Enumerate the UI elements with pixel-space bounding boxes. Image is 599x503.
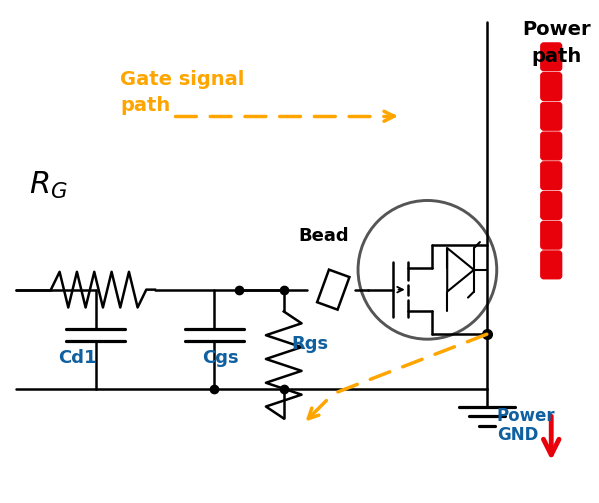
Text: $R_G$: $R_G$ — [29, 170, 68, 201]
Text: Bead: Bead — [298, 227, 349, 245]
FancyBboxPatch shape — [541, 72, 562, 101]
Text: Gate signal: Gate signal — [120, 70, 244, 89]
Text: Cgs: Cgs — [202, 349, 239, 367]
FancyBboxPatch shape — [541, 43, 562, 71]
Polygon shape — [317, 270, 349, 310]
FancyBboxPatch shape — [541, 103, 562, 130]
Text: path: path — [120, 97, 171, 116]
Text: Cd1: Cd1 — [58, 349, 96, 367]
FancyBboxPatch shape — [541, 162, 562, 190]
Text: Power: Power — [522, 20, 591, 39]
FancyBboxPatch shape — [541, 221, 562, 249]
FancyBboxPatch shape — [541, 192, 562, 219]
Text: path: path — [531, 47, 581, 66]
FancyBboxPatch shape — [541, 132, 562, 160]
FancyBboxPatch shape — [541, 251, 562, 279]
Text: Power: Power — [497, 406, 555, 425]
Text: Rgs: Rgs — [292, 335, 329, 353]
Text: GND: GND — [497, 427, 538, 444]
